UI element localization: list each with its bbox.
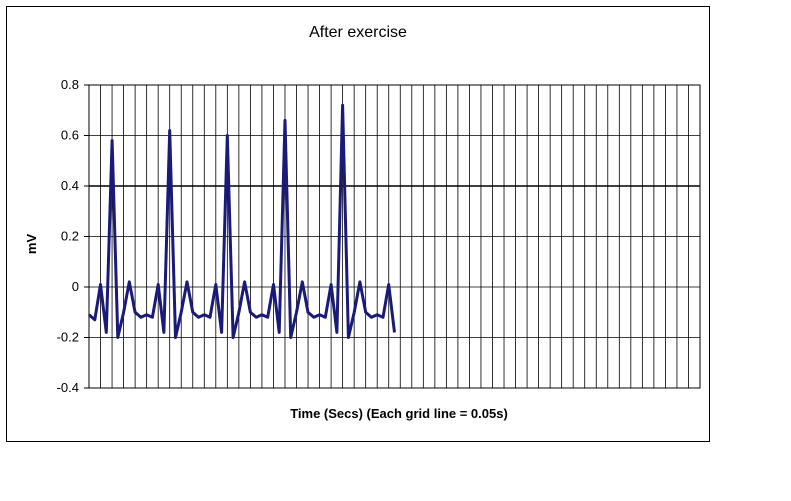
series-layer bbox=[88, 103, 396, 339]
y-axis-label: mV bbox=[24, 234, 39, 255]
y-tick-label: -0.2 bbox=[57, 330, 79, 345]
chart-title: After exercise bbox=[309, 24, 407, 41]
y-tick-label: 0.6 bbox=[61, 128, 79, 143]
y-tick-label: 0.2 bbox=[61, 229, 79, 244]
ecg-series-line bbox=[88, 103, 396, 339]
y-tick-labels: 0.8 0.6 0.4 0.2 0 -0.2 -0.4 bbox=[57, 77, 79, 395]
y-tick-label: 0 bbox=[72, 279, 79, 294]
y-tick-label: 0.8 bbox=[61, 77, 79, 92]
ecg-chart: After exercise 0.8 0.6 0.4 0.2 0 -0.2 -0.4 Tim… bbox=[24, 24, 701, 421]
x-axis-label: Time (Secs) (Each grid line = 0.05s) bbox=[290, 406, 508, 421]
chart-frame: After exercise 0.8 0.6 0.4 0.2 0 -0.2 -0.4 Tim… bbox=[6, 6, 710, 442]
grid-lines bbox=[84, 84, 701, 389]
y-tick-label: 0.4 bbox=[61, 178, 79, 193]
y-tick-label: -0.4 bbox=[57, 380, 79, 395]
